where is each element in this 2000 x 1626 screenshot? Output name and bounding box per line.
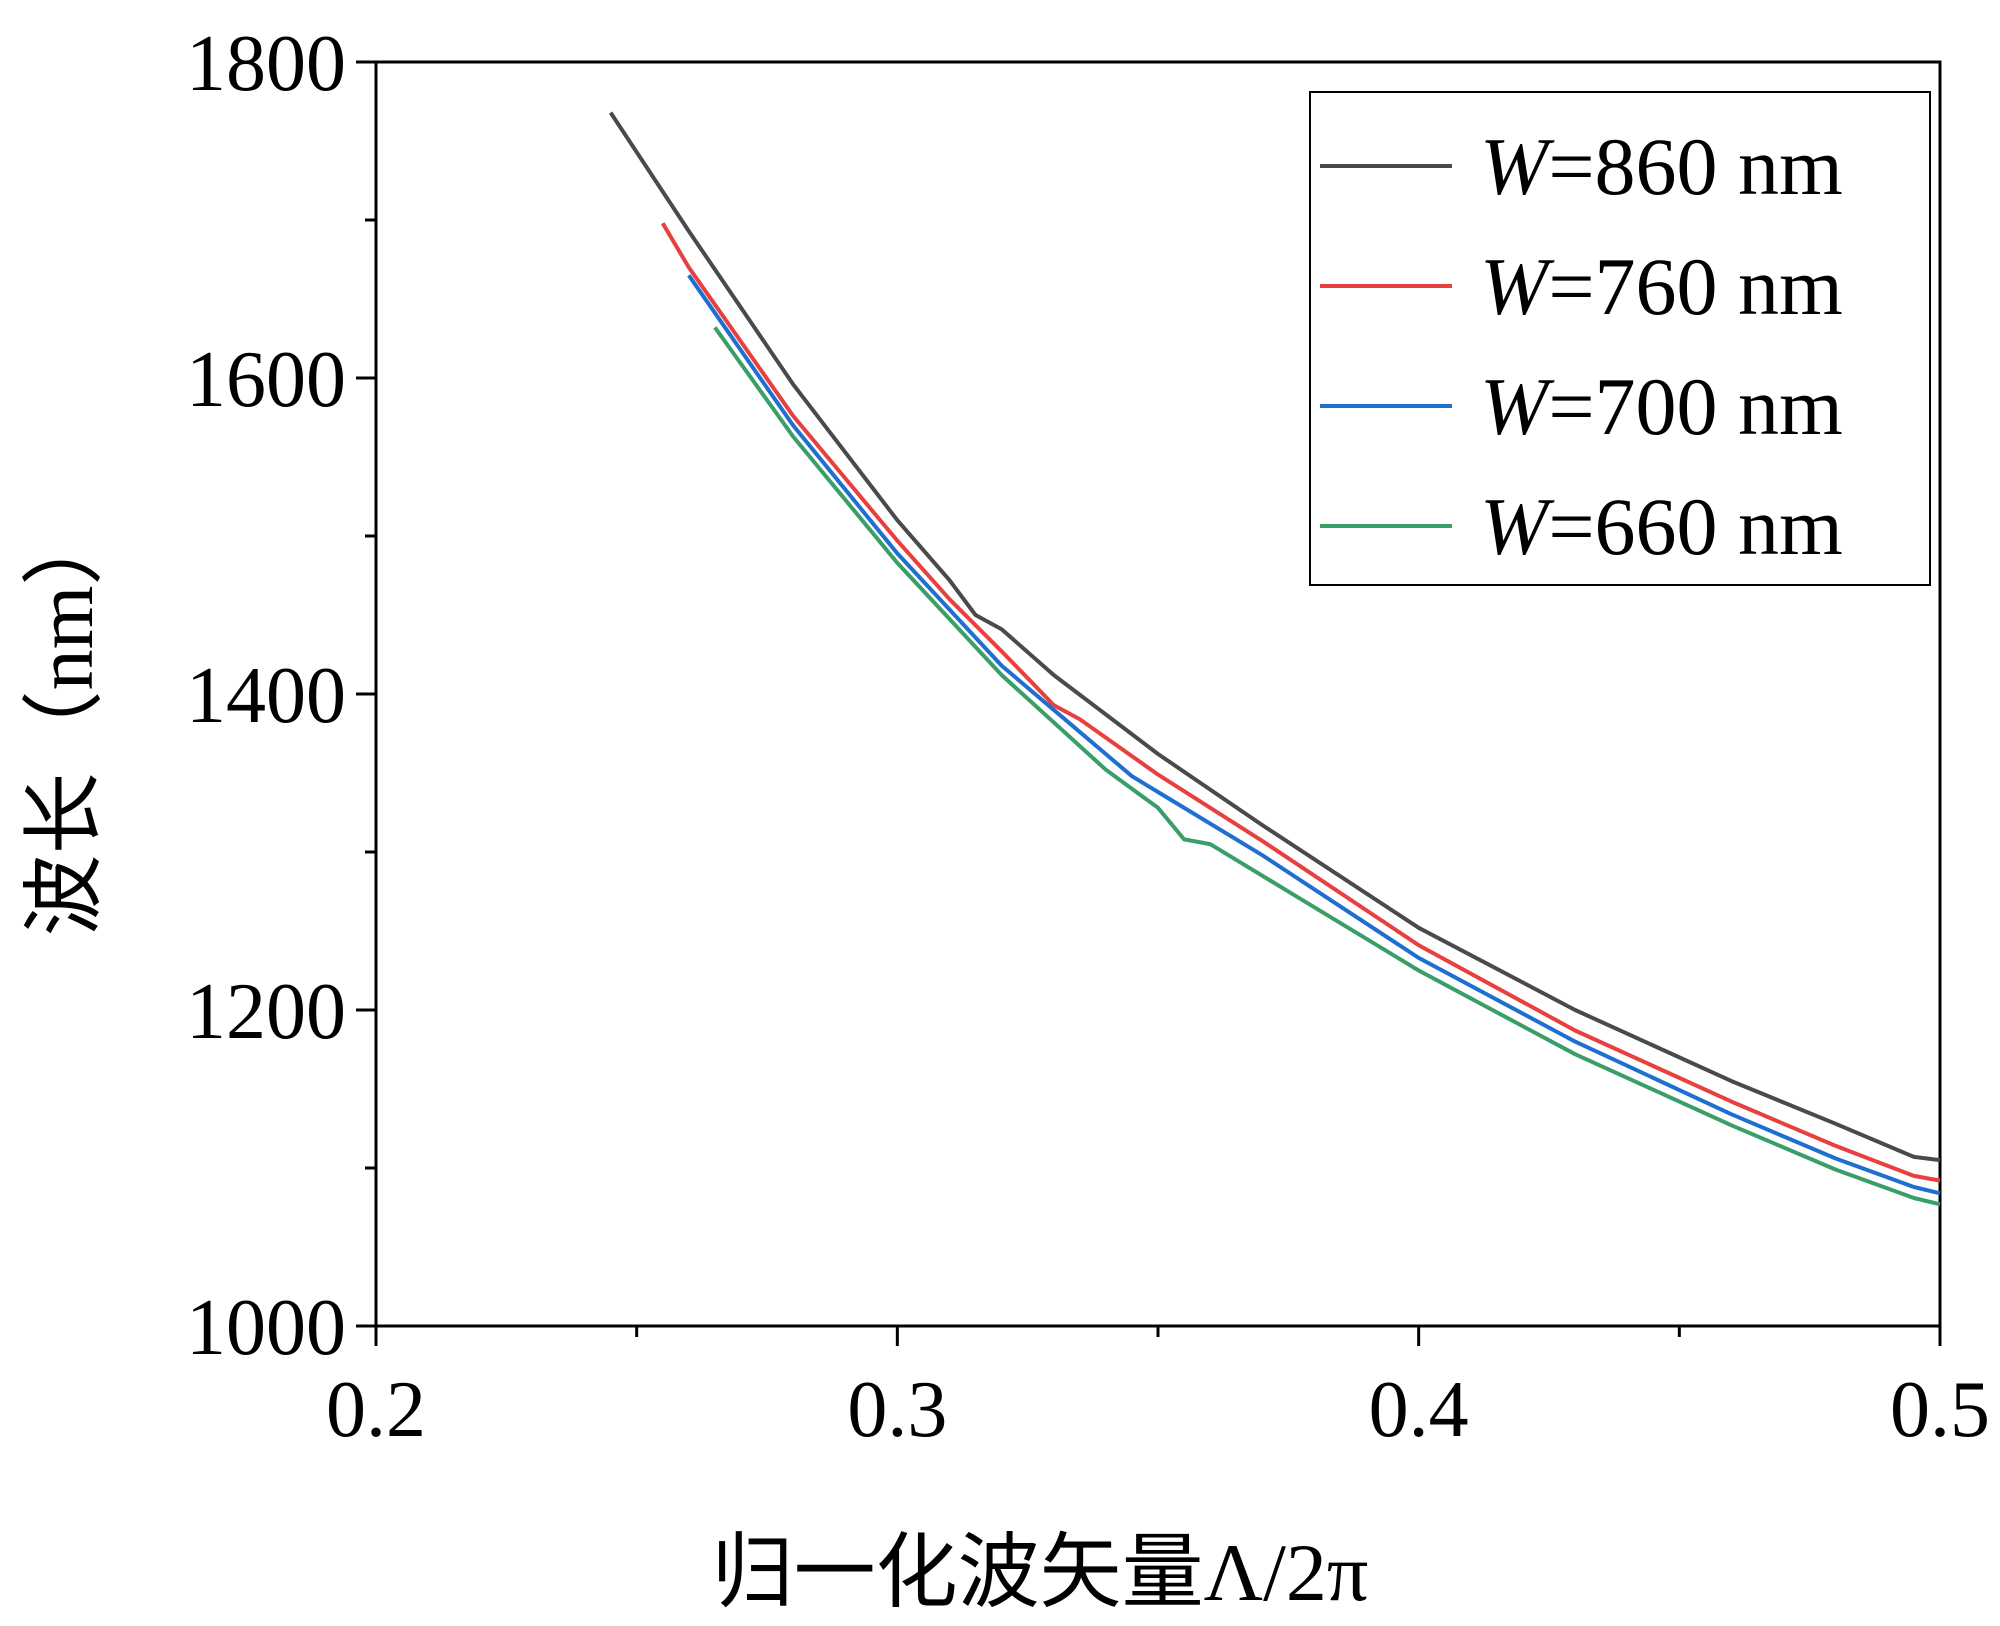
legend-label-var: W [1480, 241, 1555, 332]
series-line-1 [660, 222, 1941, 1183]
series-line-3 [713, 326, 1941, 1207]
y-axis-title: 波长（nm） [19, 504, 110, 937]
legend-label-3: W=660 nm [1480, 481, 1843, 572]
x-tick-label: 0.3 [847, 1366, 947, 1454]
x-tick-label: 0.2 [326, 1366, 426, 1454]
legend-label-value: =660 nm [1548, 481, 1843, 572]
y-tick-label: 1200 [186, 968, 346, 1056]
legend-label-value: =860 nm [1548, 121, 1843, 212]
legend-label-var: W [1480, 121, 1555, 212]
legend-label-var: W [1480, 481, 1555, 572]
y-tick-label: 1600 [186, 336, 346, 424]
legend: W=860 nmW=760 nmW=700 nmW=660 nm [1309, 91, 1931, 586]
y-tick-label: 1400 [186, 652, 346, 740]
series-lines [608, 111, 1941, 1207]
legend-label-2: W=700 nm [1480, 361, 1843, 452]
legend-label-value: =760 nm [1548, 241, 1843, 332]
axis-ticks: 0.2 0.3 0.4 0.5 1000 1200 1400 1600 1800 [186, 20, 1990, 1454]
x-axis-title: 归一化波矢量Λ/2π [712, 1527, 1369, 1618]
legend-label-0: W=860 nm [1480, 121, 1843, 212]
legend-label-var: W [1480, 361, 1555, 452]
legend-label-value: =700 nm [1548, 361, 1843, 452]
x-tick-label: 0.5 [1890, 1366, 1990, 1454]
series-line-0 [608, 111, 1941, 1163]
legend-label-1: W=760 nm [1480, 241, 1843, 332]
y-tick-label: 1800 [186, 20, 346, 108]
legend-box [1309, 91, 1931, 586]
x-tick-label: 0.4 [1369, 1366, 1469, 1454]
y-tick-label: 1000 [186, 1284, 346, 1372]
series-line-2 [687, 274, 1941, 1196]
